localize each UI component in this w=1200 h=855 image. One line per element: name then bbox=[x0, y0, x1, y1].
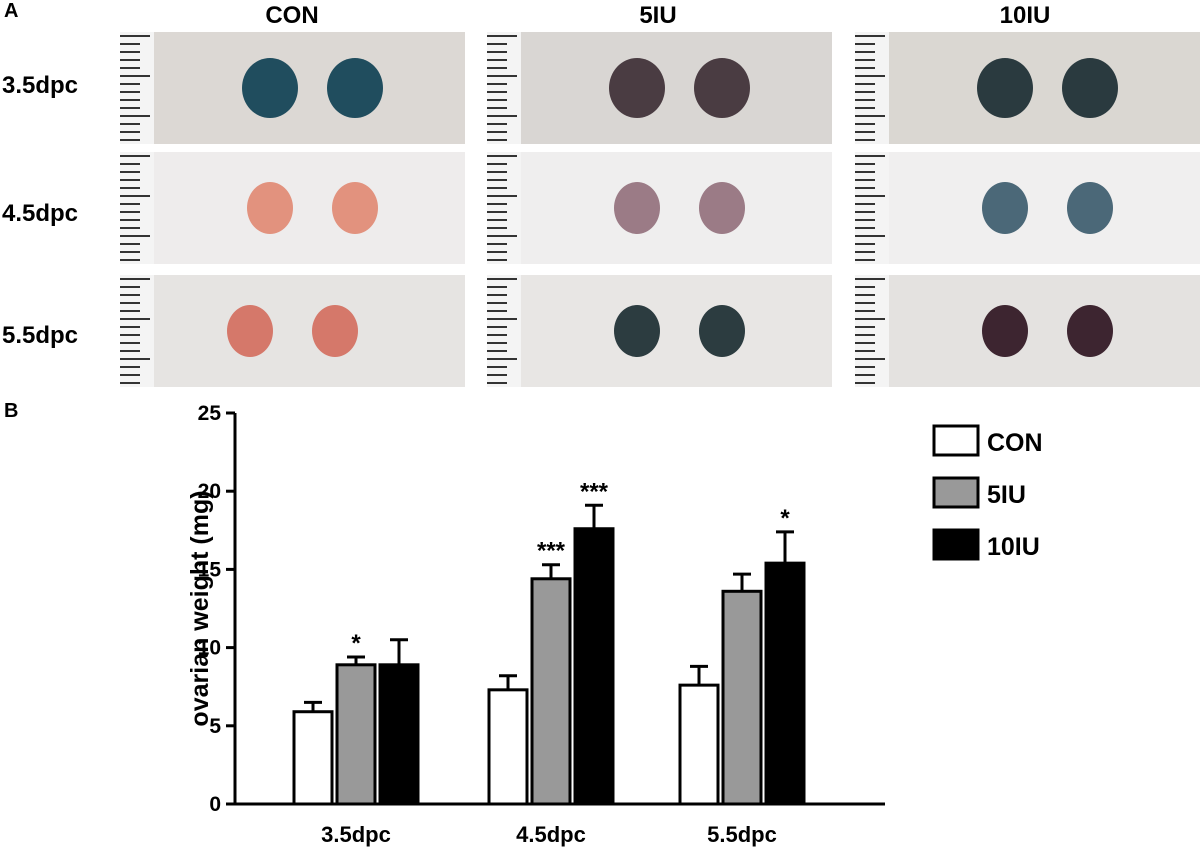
legend-swatch-10IU bbox=[932, 528, 980, 561]
ovary-photo-3.5dpc-CON bbox=[120, 32, 465, 144]
x-tick-label: 5.5dpc bbox=[707, 822, 777, 847]
ovary-photo-4.5dpc-10IU bbox=[855, 152, 1200, 264]
significance-marker: *** bbox=[580, 478, 609, 505]
row-label-4-5dpc: 4.5dpc bbox=[2, 200, 79, 227]
legend-label-5IU: 5IU bbox=[987, 481, 1026, 509]
legend-label-CON: CON bbox=[987, 429, 1043, 457]
significance-marker: * bbox=[780, 505, 790, 532]
ovary-photo-3.5dpc-5IU bbox=[487, 32, 832, 144]
ovary-photo-5.5dpc-5IU bbox=[487, 275, 832, 387]
legend-swatch-5IU bbox=[932, 476, 980, 509]
y-axis-label: ovarian weight (mg) bbox=[186, 490, 214, 726]
bar-10IU-3.5dpc bbox=[378, 663, 420, 806]
y-tick-label: 25 bbox=[198, 402, 222, 425]
row-label-5-5dpc: 5.5dpc bbox=[2, 322, 79, 349]
bar-CON-4.5dpc bbox=[487, 688, 529, 806]
y-tick-label: 15 bbox=[198, 558, 222, 581]
ovary-photo-5.5dpc-CON bbox=[120, 275, 465, 387]
significance-marker: *** bbox=[537, 538, 566, 565]
row-label-3-5dpc: 3.5dpc bbox=[2, 72, 79, 99]
y-tick-label: 5 bbox=[209, 715, 221, 738]
legend-swatch-CON bbox=[932, 424, 980, 457]
significance-marker: * bbox=[351, 630, 361, 657]
column-label-10iu: 10IU bbox=[999, 2, 1051, 29]
bar-5IU-4.5dpc bbox=[530, 577, 572, 806]
bar-CON-5.5dpc bbox=[678, 683, 720, 806]
bar-10IU-4.5dpc bbox=[573, 527, 615, 806]
legend-label-10IU: 10IU bbox=[987, 533, 1040, 561]
ovary-photo-4.5dpc-5IU bbox=[487, 152, 832, 264]
bar-5IU-3.5dpc bbox=[335, 663, 377, 806]
column-label-5iu: 5IU bbox=[639, 2, 677, 29]
bar-5IU-5.5dpc bbox=[721, 589, 763, 806]
y-tick-label: 20 bbox=[198, 480, 221, 503]
ovary-photo-3.5dpc-10IU bbox=[855, 32, 1200, 144]
x-tick-label: 3.5dpc bbox=[321, 822, 391, 847]
panel-a-letter: A bbox=[4, 0, 19, 22]
x-tick-label: 4.5dpc bbox=[516, 822, 586, 847]
bar-10IU-5.5dpc bbox=[764, 561, 806, 806]
bar-CON-3.5dpc bbox=[292, 710, 334, 806]
panel-b-letter: B bbox=[4, 400, 19, 422]
ovary-photo-5.5dpc-10IU bbox=[855, 275, 1200, 387]
y-tick-label: 10 bbox=[198, 637, 221, 660]
ovary-photo-4.5dpc-CON bbox=[120, 152, 465, 264]
column-label-con: CON bbox=[265, 2, 319, 29]
y-tick-label: 0 bbox=[209, 793, 221, 816]
